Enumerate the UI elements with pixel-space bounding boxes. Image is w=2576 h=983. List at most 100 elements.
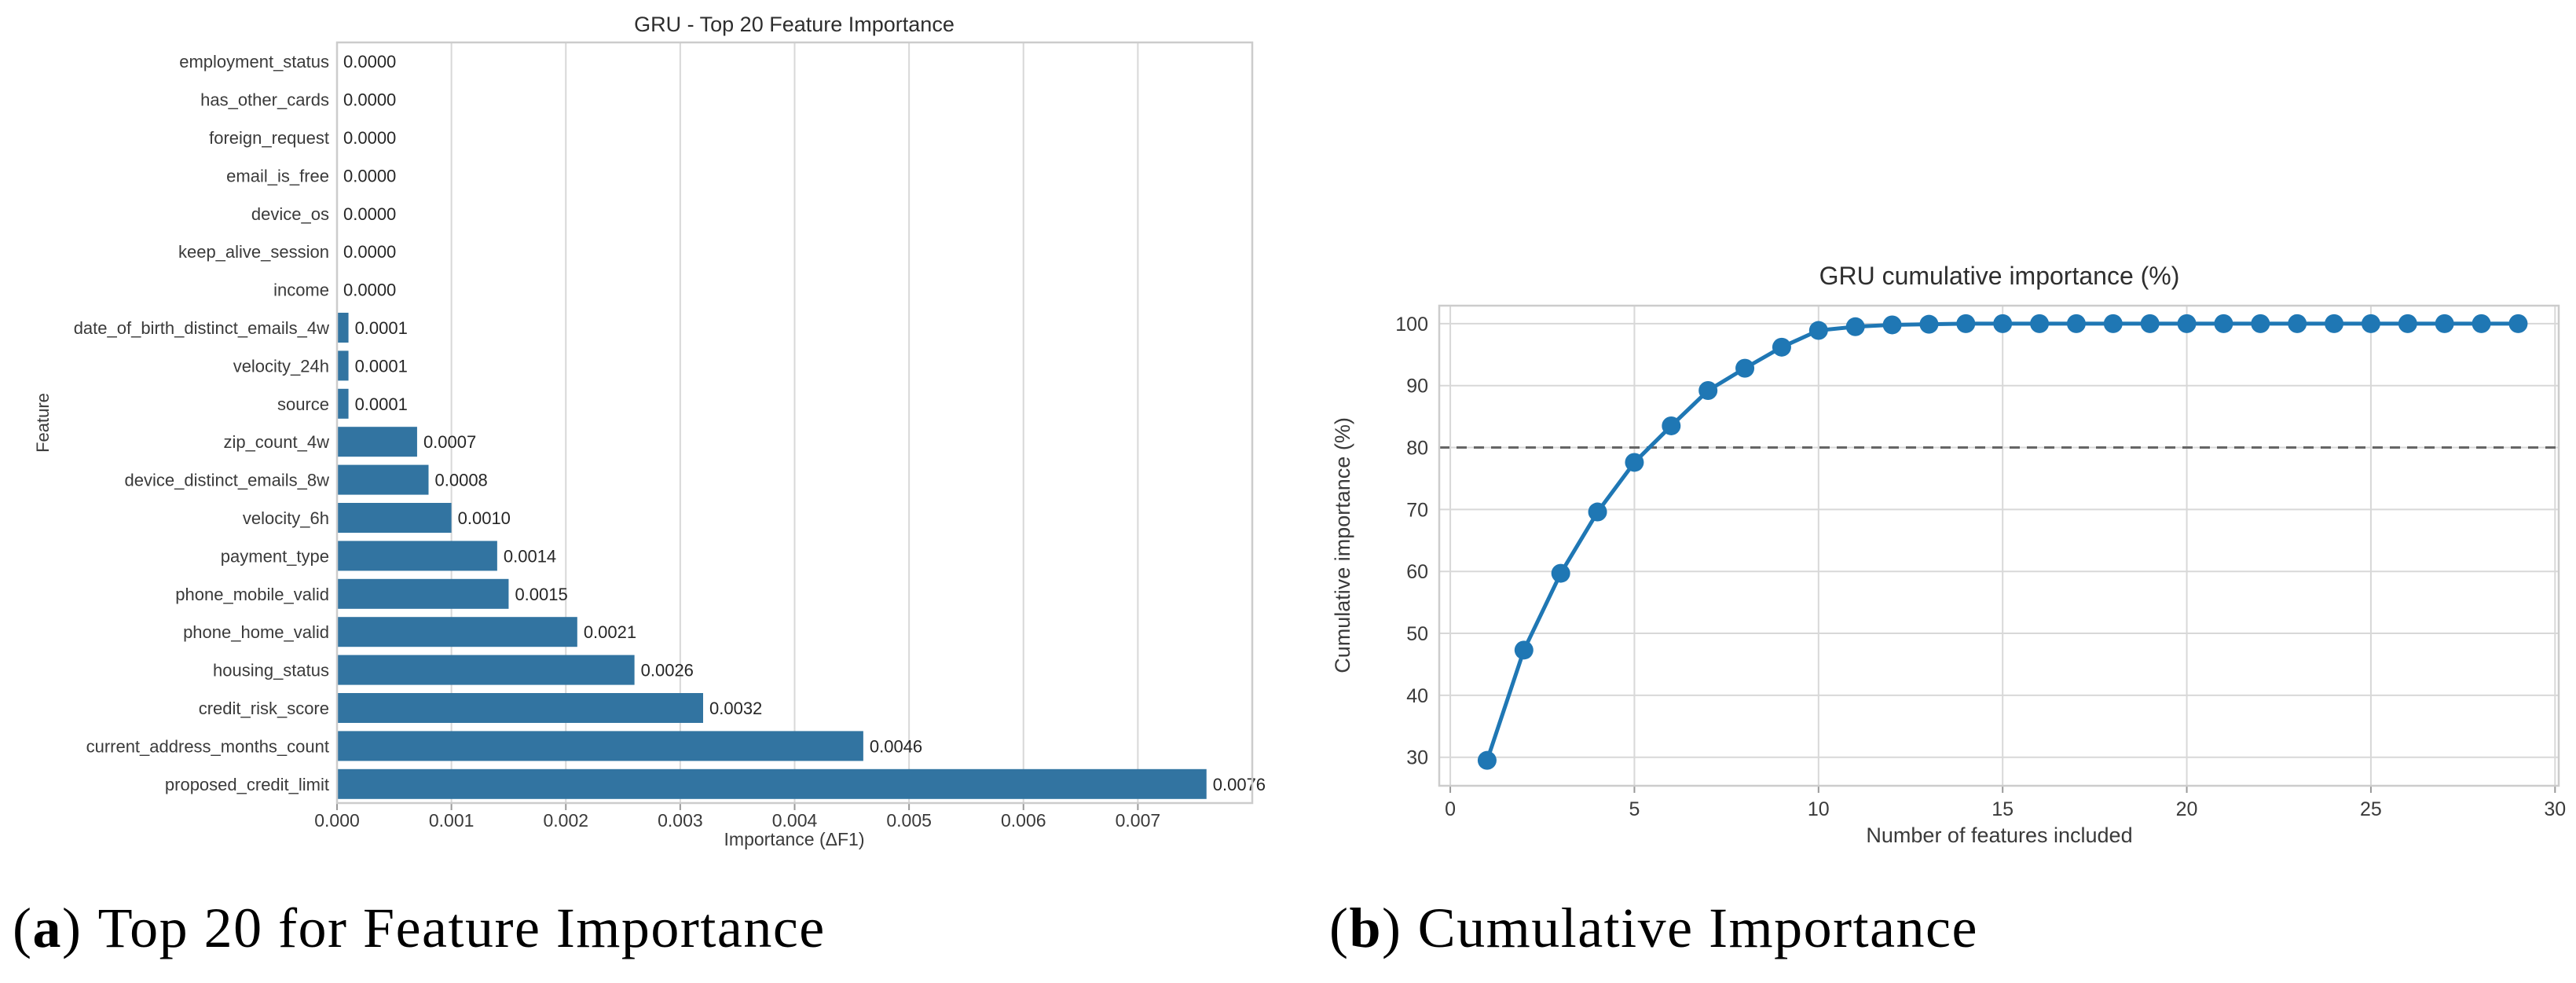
left-chart-title: GRU - Top 20 Feature Importance bbox=[634, 13, 955, 36]
y-tick-label: 80 bbox=[1406, 438, 1428, 460]
x-tick-label: 25 bbox=[2360, 798, 2382, 820]
y-tick-label: 100 bbox=[1395, 314, 1428, 336]
bar-value-label: 0.0001 bbox=[355, 318, 408, 338]
y-category-label: phone_home_valid bbox=[183, 622, 329, 642]
y-tick-label: 30 bbox=[1406, 747, 1428, 769]
data-point bbox=[1845, 317, 1865, 336]
bar bbox=[337, 655, 635, 685]
bar bbox=[337, 617, 577, 647]
y-category-label: zip_count_4w bbox=[223, 432, 329, 452]
x-tick-label: 0.002 bbox=[543, 810, 588, 831]
bar-value-label: 0.0001 bbox=[355, 394, 408, 414]
feature-importance-plot-area: 0.000 0.001 0.002 0.003 0.004 0.005 0.006 0.007… bbox=[74, 41, 1266, 831]
x-tick-label: 30 bbox=[2544, 798, 2566, 820]
bar-value-label: 0.0015 bbox=[515, 585, 567, 604]
data-point bbox=[1662, 416, 1681, 435]
data-point bbox=[2140, 314, 2160, 333]
y-category-label: date_of_birth_distinct_emails_4w bbox=[74, 318, 329, 338]
bar bbox=[337, 503, 452, 533]
x-tick-label: 15 bbox=[1992, 798, 2014, 820]
data-point bbox=[1735, 358, 1755, 378]
bar-value-label: 0.0000 bbox=[343, 128, 396, 148]
data-point bbox=[1772, 337, 1791, 357]
y-category-label: payment_type bbox=[221, 546, 329, 566]
bar-value-label: 0.0032 bbox=[709, 699, 762, 718]
figure-caption-b: (b) Cumulative Importance bbox=[1329, 896, 1978, 961]
data-point bbox=[1919, 314, 1939, 334]
bar-value-label: 0.0000 bbox=[343, 281, 396, 300]
y-category-label: foreign_request bbox=[209, 128, 329, 148]
figure-caption-a: (a) Top 20 for Feature Importance bbox=[13, 896, 826, 961]
bar-value-label: 0.0076 bbox=[1213, 775, 1266, 794]
bar-value-label: 0.0046 bbox=[870, 736, 922, 756]
data-point bbox=[2508, 314, 2528, 333]
x-tick-label: 10 bbox=[1808, 798, 1830, 820]
data-point bbox=[2251, 314, 2270, 333]
x-tick-label: 0.001 bbox=[429, 810, 475, 831]
data-point bbox=[1882, 315, 1902, 335]
data-point bbox=[2361, 314, 2380, 333]
caption-b-letter: b bbox=[1349, 897, 1383, 959]
y-category-label: keep_alive_session bbox=[178, 242, 329, 262]
y-tick-label: 50 bbox=[1406, 623, 1428, 645]
data-point bbox=[2398, 314, 2417, 333]
y-tick-label: 90 bbox=[1406, 376, 1428, 398]
bar bbox=[337, 693, 703, 723]
x-tick-label: 0.003 bbox=[658, 810, 703, 831]
left-y-axis-label: Feature bbox=[33, 393, 53, 453]
y-category-label: device_distinct_emails_8w bbox=[125, 471, 330, 490]
bar bbox=[337, 350, 349, 381]
caption-b-text: Cumulative Importance bbox=[1417, 897, 1978, 959]
y-category-label: proposed_credit_limit bbox=[165, 775, 329, 794]
data-point bbox=[2214, 314, 2233, 333]
bar bbox=[337, 388, 349, 419]
bar-value-label: 0.0000 bbox=[343, 242, 396, 262]
right-y-axis-label: Cumulative importance (%) bbox=[1331, 417, 1354, 673]
y-category-label: email_is_free bbox=[226, 166, 329, 185]
y-category-label: has_other_cards bbox=[200, 90, 329, 110]
data-point bbox=[1477, 750, 1497, 770]
bar-value-label: 0.0000 bbox=[343, 166, 396, 185]
y-tick-label: 40 bbox=[1406, 685, 1428, 707]
caption-a-open-paren: ( bbox=[13, 897, 33, 959]
data-point bbox=[1808, 321, 1828, 340]
left-x-axis-label: Importance (ΔF1) bbox=[724, 829, 865, 849]
bar-value-label: 0.0001 bbox=[355, 356, 408, 376]
bar bbox=[337, 464, 429, 495]
data-point bbox=[1551, 563, 1570, 583]
bar-value-label: 0.0008 bbox=[435, 471, 488, 490]
x-tick-label: 0.005 bbox=[886, 810, 932, 831]
caption-a-text: Top 20 for Feature Importance bbox=[97, 897, 826, 959]
data-point bbox=[2472, 314, 2491, 333]
y-category-label: velocity_24h bbox=[233, 356, 329, 376]
bar-value-label: 0.0007 bbox=[423, 432, 476, 452]
feature-importance-chart: 0.000 0.001 0.002 0.003 0.004 0.005 0.006 0.007… bbox=[33, 13, 1266, 849]
data-point bbox=[2030, 314, 2050, 333]
y-category-label: phone_mobile_valid bbox=[175, 585, 329, 604]
caption-a-letter: a bbox=[32, 897, 62, 959]
bar bbox=[337, 768, 1207, 799]
data-point bbox=[2066, 314, 2086, 333]
y-category-label: income bbox=[273, 281, 329, 300]
y-category-label: velocity_6h bbox=[243, 508, 329, 528]
y-category-label: employment_status bbox=[179, 52, 329, 72]
x-tick-label: 0.004 bbox=[772, 810, 818, 831]
data-point bbox=[2177, 314, 2197, 333]
y-category-label: credit_risk_score bbox=[199, 699, 329, 718]
bar-value-label: 0.0000 bbox=[343, 204, 396, 224]
bar bbox=[337, 541, 497, 571]
right-x-axis-label: Number of features included bbox=[1866, 823, 2132, 847]
bar-value-label: 0.0014 bbox=[504, 546, 556, 566]
data-point bbox=[1514, 640, 1534, 660]
data-point bbox=[2325, 314, 2344, 333]
plot-border bbox=[1438, 304, 2560, 787]
caption-b-close-paren: ) bbox=[1382, 897, 1402, 959]
data-point bbox=[2288, 314, 2307, 333]
data-point bbox=[1993, 314, 2013, 333]
bar-value-label: 0.0021 bbox=[584, 622, 636, 642]
x-tick-label: 0.006 bbox=[1001, 810, 1046, 831]
bar-value-label: 0.0000 bbox=[343, 52, 396, 72]
plot-border bbox=[335, 41, 1254, 805]
y-category-label: device_os bbox=[251, 204, 329, 224]
